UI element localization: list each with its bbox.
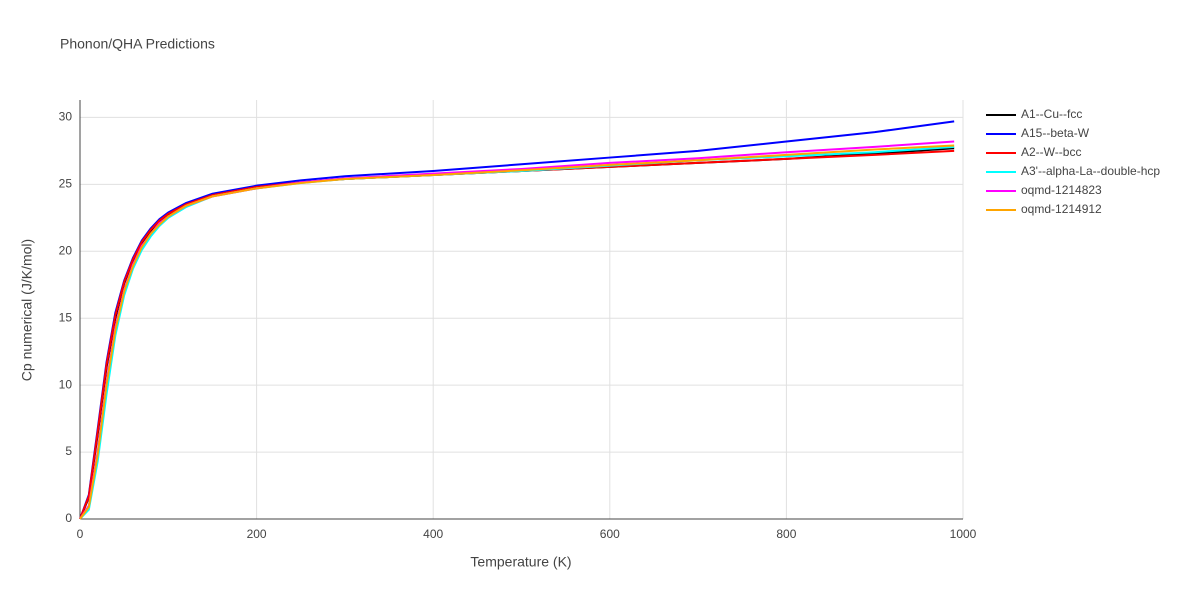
series-line	[79, 147, 955, 520]
legend-label: oqmd-1214912	[1021, 202, 1102, 216]
series-line	[79, 140, 955, 520]
chart-title: Phonon/QHA Predictions	[60, 36, 215, 52]
series-line	[79, 145, 955, 520]
legend-label: A2--W--bcc	[1021, 145, 1081, 159]
x-tick-label: 200	[247, 527, 267, 541]
legend-label: A1--Cu--fcc	[1021, 107, 1082, 121]
legend-label: A15--beta-W	[1021, 126, 1090, 140]
x-tick-label: 800	[776, 527, 796, 541]
series-line	[79, 149, 955, 520]
y-axis-label: Cp numerical (J/K/mol)	[19, 239, 35, 381]
y-tick-label: 25	[59, 177, 73, 191]
y-tick-label: 30	[59, 110, 73, 124]
x-tick-label: 1000	[950, 527, 977, 541]
x-tick-label: 600	[600, 527, 620, 541]
legend-label: oqmd-1214823	[1021, 183, 1102, 197]
y-tick-label: 5	[65, 444, 72, 458]
y-tick-label: 10	[59, 377, 73, 391]
x-axis-label: Temperature (K)	[470, 554, 571, 570]
x-tick-label: 400	[423, 527, 443, 541]
y-tick-label: 15	[59, 310, 73, 324]
series-line	[79, 120, 955, 520]
y-tick-label: 0	[65, 511, 72, 525]
y-tick-label: 20	[59, 243, 73, 257]
legend-label: A3'--alpha-La--double-hcp	[1021, 164, 1160, 178]
x-tick-label: 0	[77, 527, 84, 541]
series-line	[79, 144, 955, 520]
